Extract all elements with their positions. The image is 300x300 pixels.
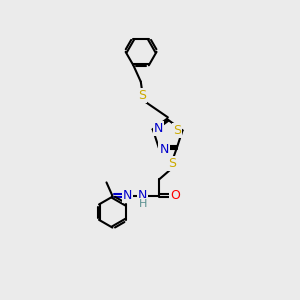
Text: N: N — [159, 142, 169, 156]
Text: N: N — [154, 122, 163, 135]
Text: H: H — [139, 199, 147, 209]
Text: O: O — [170, 189, 180, 202]
Text: S: S — [138, 89, 146, 102]
Text: S: S — [169, 158, 176, 170]
Text: N: N — [138, 189, 147, 202]
Text: S: S — [173, 124, 181, 137]
Text: N: N — [123, 189, 132, 202]
